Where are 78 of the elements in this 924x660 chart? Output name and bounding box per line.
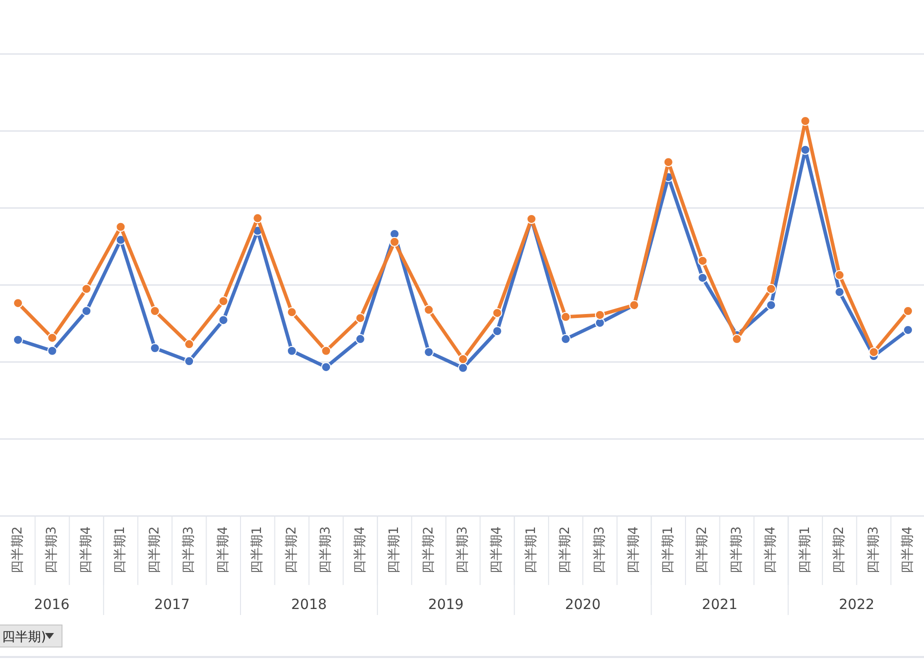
point <box>903 306 913 316</box>
point <box>150 306 160 316</box>
x-tick-label: 四半期4 <box>626 526 642 574</box>
text: 2021 <box>702 597 738 613</box>
x-tick-label: 四半期2 <box>10 526 26 574</box>
x-tick-label: 四半期4 <box>216 526 231 574</box>
point <box>184 339 194 350</box>
text: 四半期) <box>2 630 46 645</box>
point <box>218 315 228 326</box>
point <box>252 213 263 224</box>
point <box>150 343 160 354</box>
point <box>834 287 845 298</box>
point <box>834 270 845 280</box>
point <box>184 356 194 366</box>
point <box>594 310 605 320</box>
point <box>13 298 23 308</box>
x-tick-label: 四半期4 <box>490 526 505 574</box>
point <box>800 144 810 155</box>
point <box>218 296 228 306</box>
x-tick-label: 四半期2 <box>421 526 436 574</box>
point <box>47 346 58 356</box>
x-tick-label: 四半期2 <box>832 526 848 574</box>
text: 2017 <box>154 597 190 613</box>
point <box>424 347 434 358</box>
point <box>903 324 913 335</box>
x-tick-label: 四半期1 <box>798 526 813 574</box>
point <box>732 334 742 344</box>
x-tick-label: 四半期3 <box>729 526 744 574</box>
point <box>424 304 434 315</box>
point <box>560 334 571 344</box>
point <box>698 272 708 283</box>
point <box>766 284 776 294</box>
text: 2020 <box>564 597 601 613</box>
x-tick-label: 四半期1 <box>113 526 128 574</box>
text: 2019 <box>428 597 464 613</box>
x-tick-label: 四半期3 <box>592 526 608 574</box>
x-tick-label: 四半期3 <box>456 526 470 574</box>
x-tick-label: 四半期4 <box>352 526 368 574</box>
point <box>800 116 810 126</box>
x-tick-label: 四半期2 <box>147 526 162 574</box>
point <box>663 157 674 168</box>
point <box>81 306 92 316</box>
text: 2016 <box>34 597 70 613</box>
x-tick-label: 四半期4 <box>764 526 779 574</box>
point <box>355 313 366 324</box>
x-tick-label: 四半期4 <box>78 526 94 574</box>
text: 2018 <box>291 597 327 613</box>
point <box>355 334 366 344</box>
point <box>286 307 297 318</box>
x-tick-label: 四半期2 <box>284 526 300 574</box>
point <box>321 346 332 356</box>
point <box>321 362 332 372</box>
x-tick-label: 四半期1 <box>524 526 539 574</box>
point <box>47 332 58 343</box>
x-tick-label: 四半期2 <box>558 526 574 574</box>
point <box>390 236 400 247</box>
x-tick-label: 四半期3 <box>318 526 334 574</box>
x-tick-label: 四半期1 <box>387 526 402 574</box>
x-tick-label: 四半期3 <box>182 526 197 574</box>
point <box>458 362 468 373</box>
point <box>286 346 297 356</box>
x-tick-label: 四半期4 <box>900 526 916 574</box>
point <box>458 354 468 364</box>
x-tick-label: 四半期1 <box>660 526 676 574</box>
point <box>868 347 879 358</box>
x-tick-label: 四半期3 <box>866 526 882 574</box>
point <box>13 334 23 345</box>
x-tick-label: 四半期3 <box>44 526 60 574</box>
point <box>560 312 571 322</box>
text: 2022 <box>838 597 874 613</box>
x-tick-label: 四半期2 <box>695 526 710 574</box>
point <box>492 326 502 336</box>
x-tick-label: 四半期1 <box>250 526 266 574</box>
point <box>698 256 708 266</box>
point <box>116 222 126 232</box>
point <box>81 284 92 294</box>
point <box>492 308 502 318</box>
point <box>766 300 776 310</box>
